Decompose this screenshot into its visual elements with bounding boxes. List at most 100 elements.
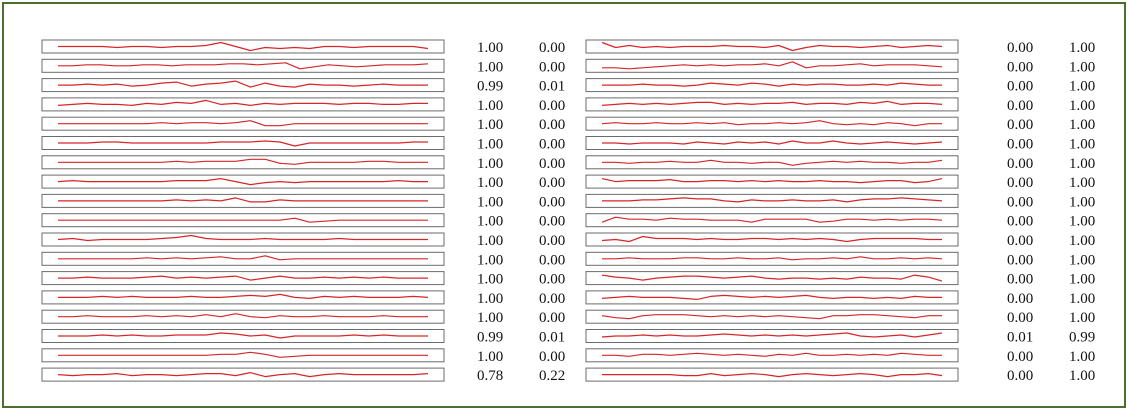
value-label-second: 0.01 bbox=[539, 330, 565, 346]
sparkline-box bbox=[41, 155, 445, 170]
sparkline-series bbox=[601, 100, 943, 106]
value-label-first: 1.00 bbox=[477, 59, 503, 75]
value-label-first: 0.00 bbox=[1007, 98, 1033, 114]
value-label-second: 0.99 bbox=[1069, 330, 1095, 346]
value-label-second: 0.00 bbox=[539, 291, 565, 307]
value-label-second: 1.00 bbox=[1069, 40, 1095, 56]
sparkline-series bbox=[601, 274, 943, 282]
sparkline-series bbox=[58, 293, 429, 299]
sparkline-series bbox=[601, 294, 942, 300]
sparkline-series bbox=[58, 351, 428, 358]
value-label-second: 1.00 bbox=[1069, 156, 1095, 172]
sparkline-box bbox=[585, 97, 959, 112]
sparkline-series bbox=[602, 352, 942, 357]
value-label-first: 0.00 bbox=[1007, 117, 1033, 133]
panel-right: 0.00 1.00 0.00 1.00 0.00 1.00 0.00 1.00 0.00 1.00… bbox=[585, 39, 1095, 384]
value-label-first: 0.00 bbox=[1007, 368, 1033, 384]
sparkline-series bbox=[602, 61, 943, 70]
sparkline-box bbox=[41, 290, 445, 305]
value-label-second: 1.00 bbox=[1069, 117, 1095, 133]
value-label-second: 0.00 bbox=[539, 310, 565, 326]
sparkline-series bbox=[601, 235, 942, 243]
value-label-second: 1.00 bbox=[1069, 98, 1095, 114]
value-label-second: 0.22 bbox=[539, 368, 565, 384]
value-label-first: 1.00 bbox=[477, 291, 503, 307]
value-label-second: 0.00 bbox=[539, 252, 565, 268]
sparkline-box bbox=[41, 309, 445, 324]
sparkline-box bbox=[41, 39, 445, 54]
value-label-first: 0.99 bbox=[477, 79, 503, 95]
value-label-first: 1.00 bbox=[477, 175, 503, 191]
value-label-second: 1.00 bbox=[1069, 59, 1095, 75]
value-label-second: 1.00 bbox=[1069, 291, 1095, 307]
value-label-second: 0.01 bbox=[539, 79, 565, 95]
sparkline-series bbox=[601, 120, 942, 127]
sparkline-series bbox=[58, 80, 428, 88]
value-label-second: 1.00 bbox=[1069, 175, 1095, 191]
sparkline-series bbox=[601, 314, 942, 320]
value-label-first: 0.78 bbox=[477, 368, 503, 384]
sparkline-series bbox=[602, 197, 943, 203]
value-label-second: 1.00 bbox=[1069, 252, 1095, 268]
value-label-second: 1.00 bbox=[1069, 272, 1095, 288]
sparkline-series bbox=[58, 120, 428, 127]
sparkline-series bbox=[602, 82, 942, 87]
sparkline-box bbox=[41, 136, 445, 150]
value-label-first: 0.00 bbox=[1007, 252, 1033, 268]
sparkline-chart: 1.00 0.001.00 0.000.99 0.011.00 0.001.00 0.00… bbox=[41, 39, 1095, 384]
sparkline-series bbox=[602, 373, 943, 378]
value-label-first: 1.00 bbox=[477, 272, 503, 288]
value-label-first: 0.00 bbox=[1007, 291, 1033, 307]
sparkline-series bbox=[58, 140, 428, 147]
sparkline-series bbox=[57, 372, 429, 378]
sparkline-box bbox=[585, 58, 959, 73]
sparkline-series bbox=[601, 41, 943, 52]
value-label-second: 0.00 bbox=[539, 175, 565, 191]
sparkline-series bbox=[58, 332, 428, 339]
value-label-first: 1.00 bbox=[477, 40, 503, 56]
value-label-first: 0.00 bbox=[1007, 272, 1033, 288]
value-label-first: 1.00 bbox=[477, 137, 503, 153]
value-label-second: 0.00 bbox=[539, 349, 565, 365]
value-label-second: 0.00 bbox=[539, 98, 565, 114]
value-label-second: 0.00 bbox=[539, 233, 565, 249]
value-label-first: 1.00 bbox=[477, 310, 503, 326]
value-label-second: 1.00 bbox=[1069, 194, 1095, 210]
sparkline-series bbox=[58, 197, 428, 203]
value-label-first: 0.01 bbox=[1007, 330, 1033, 346]
value-label-second: 1.00 bbox=[1069, 233, 1095, 249]
value-label-first: 0.00 bbox=[1007, 59, 1033, 75]
value-label-first: 0.00 bbox=[1007, 175, 1033, 191]
sparkline-box bbox=[41, 348, 445, 363]
sparkline-series bbox=[58, 275, 428, 281]
value-label-first: 0.00 bbox=[1007, 156, 1033, 172]
sparkline-series bbox=[58, 255, 428, 261]
sparkline-series bbox=[601, 332, 943, 338]
sparkline-series bbox=[602, 256, 943, 261]
sparkline-series bbox=[58, 62, 429, 70]
value-label-second: 0.00 bbox=[539, 117, 565, 133]
sparkline-box bbox=[41, 78, 445, 93]
sparkline-series bbox=[58, 217, 428, 223]
value-label-first: 1.00 bbox=[477, 194, 503, 210]
value-label-second: 0.00 bbox=[539, 59, 565, 75]
value-label-first: 0.00 bbox=[1007, 214, 1033, 230]
value-label-second: 0.00 bbox=[539, 156, 565, 172]
sparkline-box bbox=[585, 367, 959, 382]
panel-left: 1.00 0.00 1.00 0.00 0.99 0.01 1.00 0.00 1.00 0.00… bbox=[41, 39, 565, 384]
sparkline-series bbox=[57, 178, 428, 186]
value-label-first: 0.00 bbox=[1007, 233, 1033, 249]
value-label-first: 0.00 bbox=[1007, 40, 1033, 56]
value-label-second: 0.00 bbox=[539, 40, 565, 56]
value-label-first: 0.00 bbox=[1007, 349, 1033, 365]
value-label-second: 0.00 bbox=[539, 194, 565, 210]
value-label-second: 1.00 bbox=[1069, 368, 1095, 384]
sparkline-series bbox=[602, 140, 943, 145]
value-label-second: 0.00 bbox=[539, 137, 565, 153]
value-label-first: 0.00 bbox=[1007, 137, 1033, 153]
sparkline-series bbox=[57, 99, 428, 107]
sparkline-box bbox=[41, 58, 445, 73]
value-label-first: 0.00 bbox=[1007, 194, 1033, 210]
value-label-second: 1.00 bbox=[1069, 310, 1095, 326]
